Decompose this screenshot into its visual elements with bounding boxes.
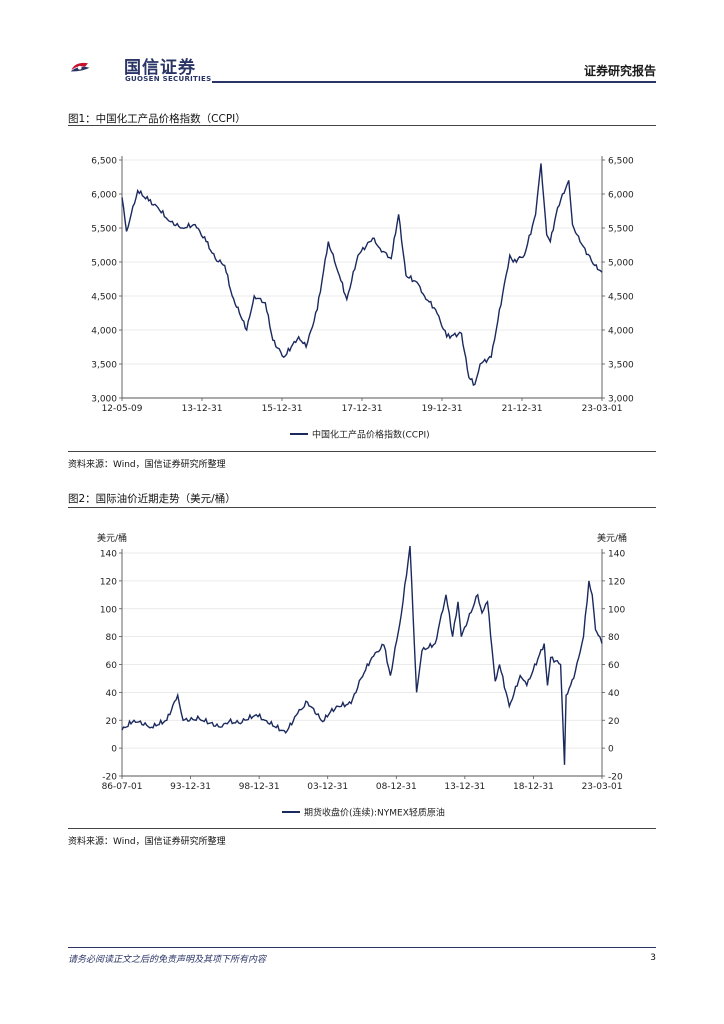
y-tick-label-right: 3,500 [608, 361, 634, 371]
x-tick-label: 13-12-31 [182, 404, 223, 414]
x-tick-label: 17-12-31 [342, 404, 383, 414]
y-axis-unit-left: 美元/桶 [97, 532, 127, 544]
figure-1-source: 资料来源：Wind，国信证券研究所整理 [68, 460, 226, 470]
y-tick-label-right: -20 [608, 773, 623, 783]
y-tick-label-left: 6,500 [91, 157, 117, 167]
y-tick-label-right: 3,000 [608, 395, 634, 405]
ccpi-legend: 中国化工产品价格指数(CCPI) [290, 429, 430, 441]
y-tick-label-right: 4,500 [608, 293, 634, 303]
y-tick-label-right: 40 [608, 689, 620, 699]
figure-1-top-rule [68, 125, 656, 126]
company-name-cn: 国信证券 [124, 58, 196, 78]
y-tick-label-left: 20 [106, 717, 118, 727]
y-tick-label-right: 20 [608, 717, 620, 727]
y-tick-label-left: 140 [100, 550, 117, 560]
y-tick-label-left: 120 [100, 577, 117, 587]
y-tick-label-left: 3,000 [91, 395, 117, 405]
oil-gridlines [122, 552, 602, 777]
ccpi-series-line [121, 163, 603, 386]
report-type-label: 证券研究报告 [583, 64, 656, 78]
y-axis-unit-right: 美元/桶 [597, 532, 627, 544]
ccpi-axes [119, 156, 605, 401]
y-tick-label-left: 4,000 [91, 327, 117, 337]
x-tick-label: 08-12-31 [376, 782, 417, 792]
y-tick-label-right: 60 [608, 661, 620, 671]
y-tick-label-left: -20 [102, 773, 117, 783]
legend-label: 中国化工产品价格指数(CCPI) [312, 429, 430, 441]
ccpi-chart: 3,000 3,000 3,500 3,500 4,000 4,000 4,500 4,500… [91, 156, 634, 441]
y-tick-label-right: 0 [608, 745, 614, 755]
figure-2-title: 图2：国际油价近期走势（美元/桶） [68, 493, 236, 505]
x-tick-label: 18-12-31 [513, 782, 554, 792]
x-tick-label: 23-03-01 [582, 404, 623, 414]
x-tick-label: 13-12-31 [444, 782, 485, 792]
y-tick-label-right: 6,500 [608, 157, 634, 167]
y-tick-label-left: 3,500 [91, 361, 117, 371]
x-tick-label: 15-12-31 [262, 404, 303, 414]
y-tick-label-right: 120 [608, 577, 625, 587]
x-tick-label: 93-12-31 [170, 782, 211, 792]
figure-2-top-rule [68, 507, 656, 508]
footer-rule [68, 947, 656, 948]
figure-1-title: 图1：中国化工产品价格指数（CCPI） [68, 113, 246, 125]
x-tick-label: 86-07-01 [102, 782, 143, 792]
figure-1-bottom-rule [68, 451, 656, 452]
y-tick-label-right: 80 [608, 633, 620, 643]
page-number: 3 [650, 953, 656, 963]
y-tick-label-right: 5,500 [608, 225, 634, 235]
ccpi-gridlines [122, 159, 602, 399]
oil-series-line [121, 545, 603, 765]
x-tick-label: 12-05-09 [102, 404, 143, 414]
y-tick-label-right: 6,000 [608, 191, 634, 201]
legend-label: 期货收盘价(连续):NYMEX轻质原油 [304, 807, 445, 819]
company-name-en: GUOSEN SECURITIES [125, 75, 212, 83]
y-tick-label-left: 5,000 [91, 259, 117, 269]
y-tick-label-right: 4,000 [608, 327, 634, 337]
ccpi-tick-labels: 3,000 3,000 3,500 3,500 4,000 4,000 4,500 4,500… [91, 157, 634, 415]
footer-disclaimer: 请务必阅读正文之后的免责声明及其项下所有内容 [68, 955, 267, 965]
x-tick-label: 03-12-31 [307, 782, 348, 792]
y-tick-label-left: 60 [106, 661, 118, 671]
y-tick-label-left: 0 [111, 745, 117, 755]
x-tick-label: 23-03-01 [582, 782, 623, 792]
y-tick-label-left: 5,500 [91, 225, 117, 235]
oil-tick-labels: -20 -20 0 0 20 20 40 40 60 60 80 80 100 100 120 120 140 1… [97, 532, 627, 792]
y-tick-label-right: 5,000 [608, 259, 634, 269]
figure-2-source: 资料来源：Wind，国信证券研究所整理 [68, 837, 226, 847]
x-tick-label: 19-12-31 [422, 404, 463, 414]
oil-legend: 期货收盘价(连续):NYMEX轻质原油 [282, 807, 445, 819]
figure-2-bottom-rule [68, 828, 656, 829]
guosen-logo-icon [70, 62, 90, 72]
y-tick-label-right: 140 [608, 550, 625, 560]
y-tick-label-left: 4,500 [91, 293, 117, 303]
x-tick-label: 98-12-31 [239, 782, 280, 792]
x-tick-label: 21-12-31 [502, 404, 543, 414]
oil-price-chart: -20 -20 0 0 20 20 40 40 60 60 80 80 100 100 120 120 140 1… [97, 532, 627, 819]
y-tick-label-left: 6,000 [91, 191, 117, 201]
header-rule [212, 81, 656, 83]
y-tick-label-left: 100 [100, 605, 117, 615]
y-tick-label-right: 100 [608, 605, 625, 615]
y-tick-label-left: 80 [106, 633, 118, 643]
y-tick-label-left: 40 [106, 689, 118, 699]
oil-axes [119, 549, 605, 779]
